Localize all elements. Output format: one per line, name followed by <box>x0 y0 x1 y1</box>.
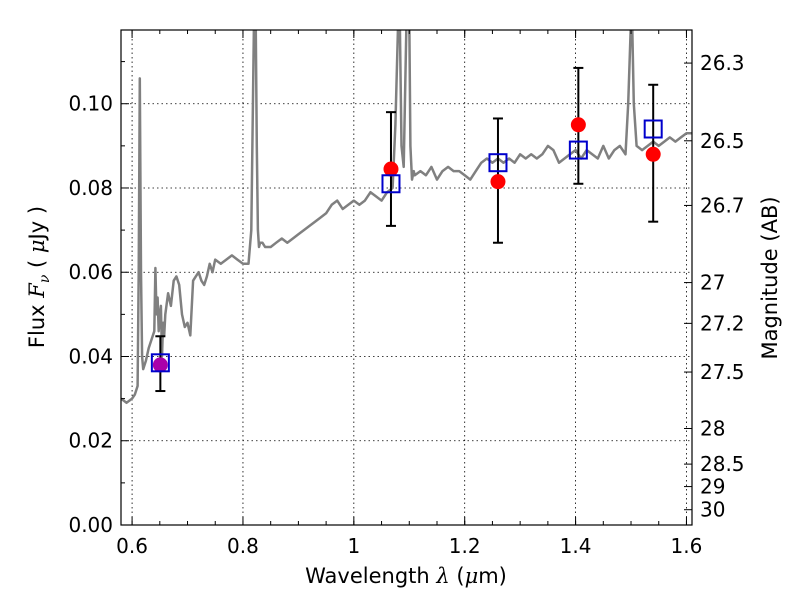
observed-point <box>645 146 661 162</box>
x-tick-label: 1 <box>347 534 360 558</box>
y-axis-title: Flux Fν ( μJy ) <box>25 206 53 348</box>
model-point <box>568 140 588 160</box>
model-point <box>643 119 663 139</box>
y2-tick-label: 28 <box>700 416 725 440</box>
y-tick-label: 0.04 <box>68 344 113 368</box>
model-point <box>150 353 170 373</box>
model-point <box>488 153 508 173</box>
spectrum-line-group <box>121 30 692 405</box>
x-tick-label: 0.6 <box>116 534 148 558</box>
y2-tick-label: 26.7 <box>700 193 745 217</box>
y-tick-label: 0.06 <box>68 260 113 284</box>
observed-points-group <box>152 117 661 373</box>
y-tick-label: 0.00 <box>68 513 113 537</box>
model-points-group <box>150 119 663 373</box>
x-tick-label: 1.2 <box>449 534 481 558</box>
x-tick-label: 0.8 <box>227 534 259 558</box>
y-tick-label: 0.10 <box>68 92 113 116</box>
observed-point <box>383 161 399 177</box>
y-tick-label: 0.02 <box>68 429 113 453</box>
observed-point <box>152 357 168 373</box>
y2-tick-label: 27.2 <box>700 311 745 335</box>
model-point <box>381 174 401 194</box>
y2-tick-label: 27.5 <box>700 360 745 384</box>
y2-tick-label: 29 <box>700 475 725 499</box>
y2-tick-label: 26.3 <box>700 51 745 75</box>
y-tick-label: 0.08 <box>68 176 113 200</box>
spectrum-line <box>121 30 692 405</box>
y2-tick-label: 27 <box>700 271 725 295</box>
y2-tick-label: 28.5 <box>700 452 745 476</box>
x-tick-label: 1.6 <box>671 534 703 558</box>
error-bars-group <box>155 66 659 393</box>
x-axis-title: Wavelength λ (μm) <box>305 564 507 588</box>
observed-point <box>490 174 506 190</box>
observed-point <box>570 117 586 133</box>
y2-tick-label: 26.5 <box>700 129 745 153</box>
y2-axis-title: Magnitude (AB) <box>758 196 782 359</box>
axis-ticks: 0.6 0.8 1 1.2 1.4 1.6 0.00 0.02 0.04 0.06 0.08 0.10… <box>68 30 745 558</box>
y2-tick-label: 30 <box>700 498 725 522</box>
x-tick-label: 1.4 <box>560 534 592 558</box>
plot-frame <box>120 29 693 526</box>
